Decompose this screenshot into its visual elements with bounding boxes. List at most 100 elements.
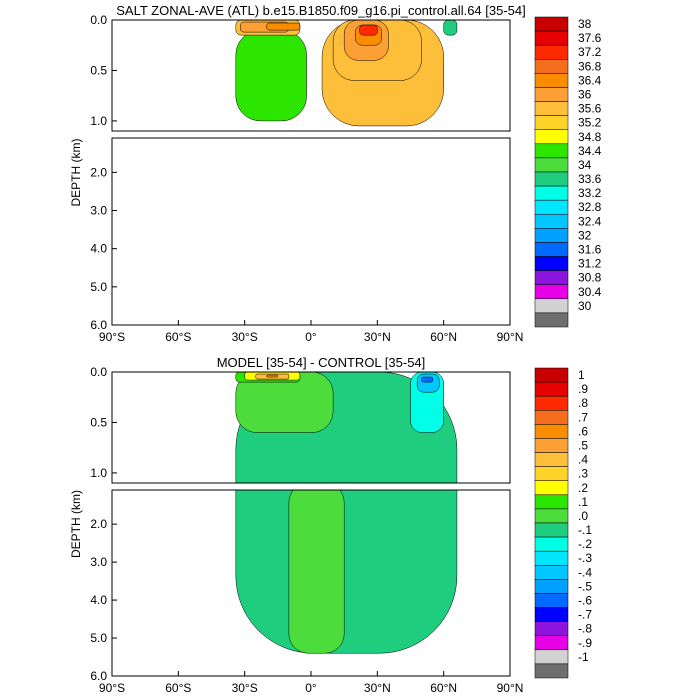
- colorbar-box: [534, 550, 569, 566]
- contour-fields: [235, 372, 458, 654]
- x-tick-label: 60°S: [165, 681, 191, 695]
- contour-region: [266, 374, 279, 378]
- y-tick-label: 4.0: [90, 242, 107, 256]
- colorbar-box: [534, 44, 569, 60]
- colorbar-label: 37.2: [578, 45, 602, 59]
- colorbar-box: [534, 395, 569, 411]
- colorbar-box: [534, 565, 569, 580]
- colorbar-label: 31.6: [578, 243, 602, 257]
- y-tick-label: 5.0: [90, 280, 107, 294]
- contour-region: [235, 29, 307, 122]
- x-tick-label: 30°N: [364, 330, 391, 344]
- contour-region: [416, 373, 440, 393]
- colorbar-label: -.9: [578, 636, 592, 650]
- y-tick-label: 1.0: [90, 114, 107, 128]
- colorbar-box: [534, 73, 569, 88]
- colorbar-label: .3: [578, 467, 588, 481]
- colorbar-box: [534, 157, 569, 173]
- colorbar-box: [534, 129, 569, 145]
- colorbar-label: .7: [578, 410, 588, 424]
- colorbar-label: 36.4: [578, 73, 602, 87]
- colorbar-label: .4: [578, 453, 588, 467]
- x-tick-label: 90°S: [99, 681, 125, 695]
- colorbar-label: -.2: [578, 537, 592, 551]
- colorbar-box: [534, 381, 569, 397]
- colorbar-box: [534, 87, 569, 102]
- colorbar-box: [534, 115, 569, 130]
- colorbar-box: [534, 59, 569, 74]
- colorbar-box: [534, 171, 569, 187]
- y-tick-label: 2.0: [90, 517, 107, 531]
- contour-region: [235, 372, 334, 433]
- colorbar-label: 38: [578, 17, 592, 31]
- colorbar-label: 32: [578, 228, 592, 242]
- colorbar-label: 34.8: [578, 130, 602, 144]
- colorbar-label: 33.6: [578, 172, 602, 186]
- colorbar-label: .5: [578, 439, 588, 453]
- upper-pane-frame: [111, 371, 511, 484]
- x-tick-label: 0°: [305, 330, 317, 344]
- colorbar-box: [534, 663, 569, 679]
- colorbar-box: [534, 579, 569, 594]
- upper-pane-frame: [111, 19, 511, 132]
- colorbar-label: -.7: [578, 608, 592, 622]
- colorbar-label: 34.4: [578, 144, 602, 158]
- colorbar: 1.9.8.7.6.5.4.3.2.1.0-.1-.2-.3-.4-.5-.6-…: [534, 367, 592, 679]
- y-tick-label: 6.0: [90, 669, 107, 683]
- colorbar-label: 33.2: [578, 186, 602, 200]
- y-tick-label: 0.0: [90, 13, 107, 27]
- contour-fields: [235, 20, 458, 127]
- colorbar-box: [534, 621, 569, 636]
- colorbar-box: [534, 649, 569, 665]
- colorbar-label: 31.2: [578, 257, 602, 271]
- chart-title: MODEL [35-54] - CONTROL [35-54]: [217, 355, 426, 370]
- colorbar-box: [534, 508, 569, 524]
- colorbar-label: 32.4: [578, 214, 602, 228]
- y-tick-label: 3.0: [90, 204, 107, 218]
- colorbar-label: 30.8: [578, 271, 602, 285]
- colorbar-label: 36.8: [578, 59, 602, 73]
- colorbar-label: 37.6: [578, 31, 602, 45]
- y-tick-label: 5.0: [90, 631, 107, 645]
- contour-region: [288, 490, 345, 654]
- y-axis-label: DEPTH (km): [69, 139, 83, 207]
- colorbar-label: -.4: [578, 565, 592, 579]
- colorbar-box: [534, 228, 569, 243]
- colorbar-box: [534, 410, 569, 425]
- colorbar-label: 36: [578, 88, 592, 102]
- contour-region: [359, 24, 378, 36]
- y-axis-label: DEPTH (km): [69, 490, 83, 558]
- colorbar-label: 35.2: [578, 116, 602, 130]
- colorbar-label: .0: [578, 509, 588, 523]
- colorbar-label: -.8: [578, 622, 592, 636]
- colorbar-box: [534, 214, 569, 229]
- y-tick-label: 6.0: [90, 318, 107, 332]
- colorbar-box: [534, 452, 569, 467]
- x-tick-label: 60°N: [430, 330, 457, 344]
- colorbar-label: -.3: [578, 551, 592, 565]
- colorbar-box: [534, 312, 569, 328]
- colorbar-box: [534, 607, 569, 622]
- colorbar-box: [534, 284, 569, 300]
- colorbar-label: -.5: [578, 579, 592, 593]
- y-tick-label: 3.0: [90, 555, 107, 569]
- colorbar-box: [534, 438, 569, 453]
- contour-region: [443, 20, 458, 36]
- pane-upper: [235, 372, 458, 483]
- y-tick-label: 4.0: [90, 593, 107, 607]
- chart-panel-1: SALT ZONAL-AVE (ATL) b.e15.B1850.f09_g16…: [69, 3, 602, 344]
- colorbar-label: 30.4: [578, 285, 602, 299]
- x-tick-label: 60°N: [430, 681, 457, 695]
- colorbar-label: .8: [578, 396, 588, 410]
- x-tick-label: 90°S: [99, 330, 125, 344]
- colorbar-box: [534, 424, 569, 439]
- x-tick-label: 30°S: [232, 330, 258, 344]
- colorbar-label: .6: [578, 424, 588, 438]
- y-tick-label: 2.0: [90, 165, 107, 179]
- colorbar-box: [534, 480, 569, 496]
- x-tick-label: 30°N: [364, 681, 391, 695]
- lower-pane-frame: [111, 137, 511, 326]
- y-tick-label: 0.5: [90, 63, 107, 77]
- x-tick-label: 60°S: [165, 330, 191, 344]
